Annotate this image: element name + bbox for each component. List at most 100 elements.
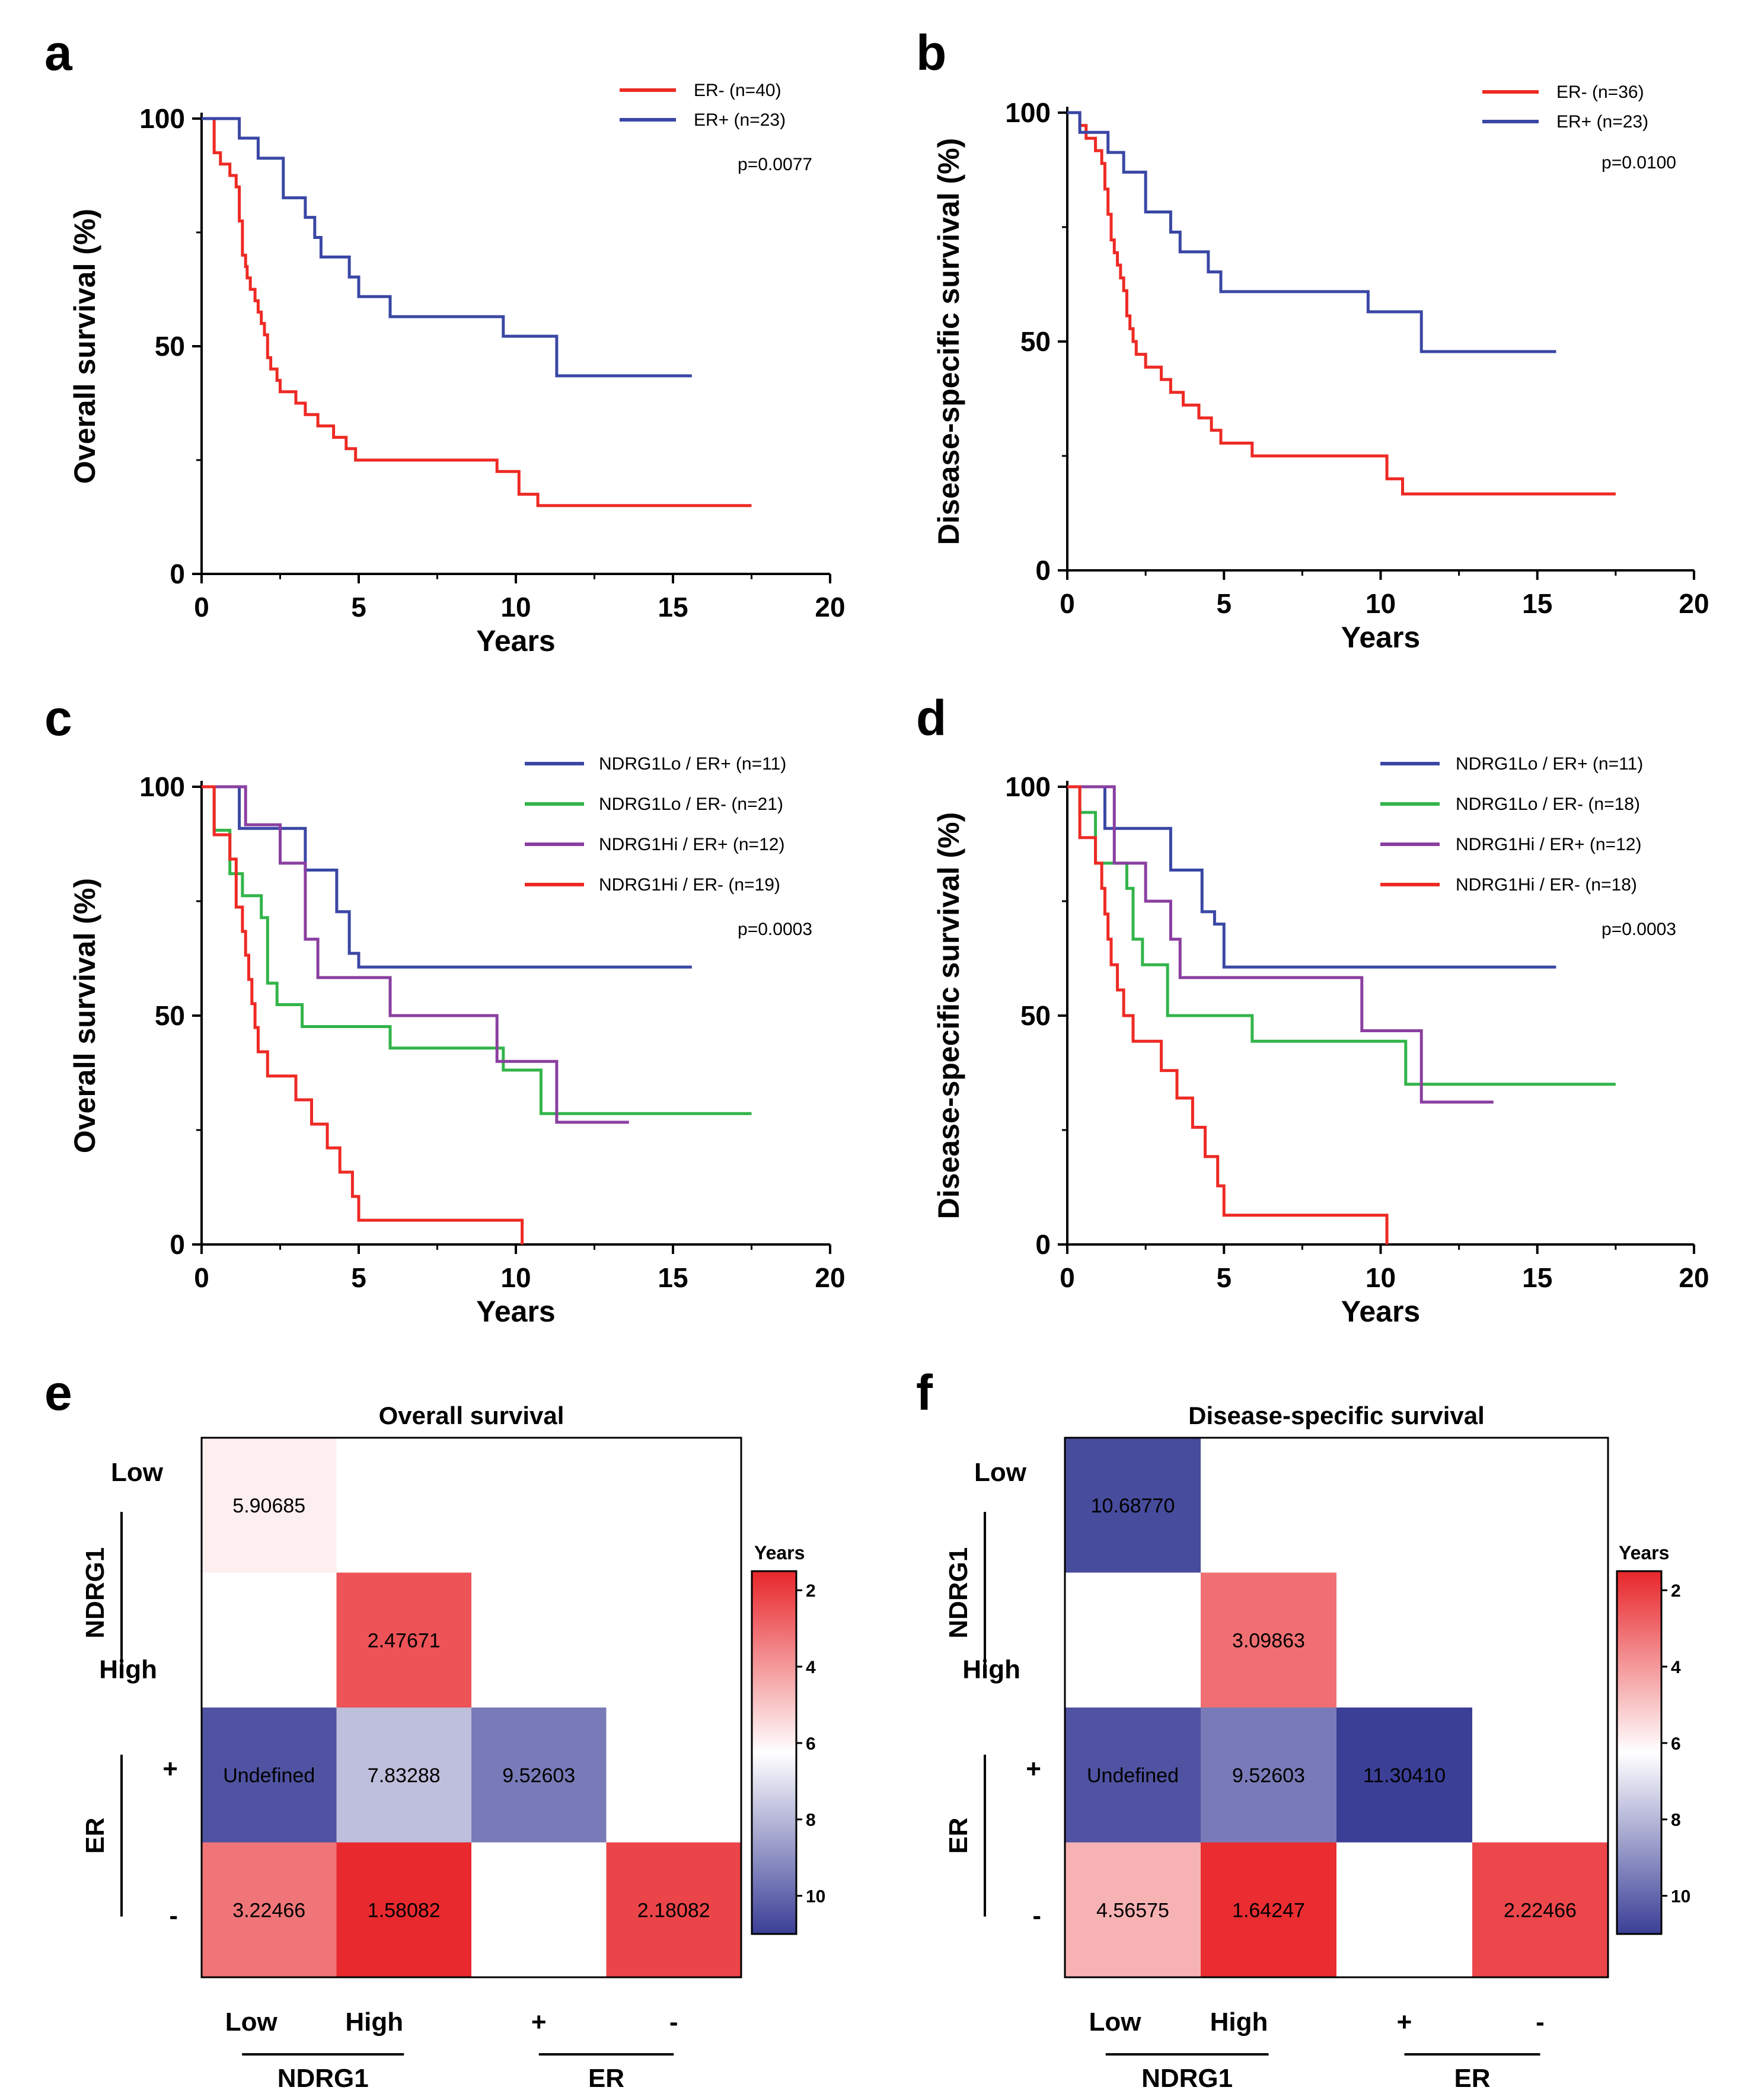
y-tick-label: 50 — [155, 331, 185, 362]
row-group-label: NDRG1 — [81, 1547, 110, 1639]
heatmap-cell-value: 1.64247 — [1232, 1899, 1305, 1922]
y-axis-label: Disease-specific survival (%) — [932, 812, 965, 1219]
colorbar — [1616, 1570, 1663, 1935]
x-tick-label: 5 — [1216, 588, 1232, 619]
row-label: Low — [974, 1458, 1027, 1487]
y-tick-label: 0 — [170, 558, 185, 589]
p-value: p=0.0003 — [1602, 920, 1676, 939]
km-curve-0 — [1067, 785, 1556, 969]
heatmap-cell — [1201, 1708, 1336, 1843]
x-axis-label: Years — [476, 1295, 555, 1328]
x-tick-label: 5 — [351, 1262, 366, 1293]
x-tick-label: 15 — [1522, 1262, 1552, 1293]
col-label: Low — [1089, 2008, 1142, 2037]
row-group-label: NDRG1 — [944, 1547, 973, 1639]
x-tick-label: 15 — [1522, 588, 1552, 619]
col-label: + — [531, 2008, 547, 2037]
heatmap-frame — [1064, 1437, 1609, 1978]
km-curve-2 — [202, 785, 629, 1124]
heatmap-cell — [471, 1708, 607, 1843]
colorbar-tick-label: 4 — [1671, 1658, 1681, 1677]
x-axis-label: Years — [476, 624, 555, 658]
y-tick-label: 0 — [1035, 1229, 1051, 1260]
col-group-label: NDRG1 — [277, 2064, 369, 2093]
heatmap-cell-value: 2.47671 — [368, 1629, 441, 1652]
heatmap-cell — [1336, 1708, 1472, 1843]
heatmap-cell-value: 10.68770 — [1091, 1495, 1175, 1517]
row-label: + — [1026, 1754, 1041, 1783]
legend-label: NDRG1Hi / ER+ (n=12) — [1456, 835, 1641, 854]
x-tick-label: 20 — [815, 592, 845, 623]
colorbar-tick-label: 2 — [806, 1581, 816, 1601]
p-value: p=0.0100 — [1602, 153, 1676, 173]
row-label: High — [99, 1655, 157, 1684]
heatmap-title: Overall survival — [379, 1402, 564, 1429]
heatmap-cell-value: Undefined — [223, 1764, 315, 1787]
row-label: High — [962, 1655, 1020, 1684]
heatmap-cell-value: 5.90685 — [232, 1495, 305, 1517]
km-curve-0 — [202, 785, 692, 969]
colorbar-tick-label: 10 — [1671, 1887, 1690, 1907]
heatmap-panel-e: e Overall survival 5.90685 2.47671 Undefined… — [44, 1365, 825, 2093]
y-axis-label: Disease-specific survival (%) — [932, 138, 965, 545]
heatmap-cell — [1472, 1842, 1608, 1977]
panel-letter: d — [916, 690, 946, 746]
heatmap-cell — [1065, 1842, 1201, 1977]
legend-label: ER- (n=36) — [1556, 82, 1644, 102]
heatmap-cell-value: 7.83288 — [368, 1764, 441, 1787]
y-tick-label: 50 — [1020, 1000, 1051, 1031]
row-label: - — [1032, 1901, 1041, 1930]
km-curve-0 — [1067, 111, 1616, 496]
x-tick-label: 5 — [351, 592, 366, 623]
p-value: p=0.0003 — [738, 920, 812, 939]
y-tick-label: 50 — [1020, 326, 1051, 357]
row-label: Low — [111, 1458, 164, 1487]
heatmap-cell — [336, 1708, 471, 1843]
heatmap-panel-f: f Disease-specific survival 10.68770 3.0986… — [916, 1365, 1690, 2093]
heatmap-cell — [202, 1842, 337, 1977]
km-panel-b: b 0 5 10 15 20 0 50 100 Years Disease-specific sur… — [916, 25, 1709, 654]
heatmap-cell-value: 2.18082 — [637, 1899, 710, 1922]
panel-letter: f — [916, 1365, 933, 1421]
x-tick-label: 0 — [1060, 588, 1075, 619]
y-tick-label: 100 — [139, 771, 185, 802]
row-group-label: ER — [944, 1818, 973, 1854]
legend-label: NDRG1Lo / ER+ (n=11) — [599, 754, 786, 774]
heatmap-cell — [1065, 1438, 1201, 1573]
x-tick-label: 15 — [658, 592, 688, 623]
row-group-label: ER — [81, 1818, 110, 1854]
heatmap-cell — [202, 1438, 337, 1573]
y-axis-label: Overall survival (%) — [68, 209, 101, 484]
col-label: High — [345, 2008, 403, 2037]
heatmap-cell-value: 3.22466 — [232, 1899, 305, 1922]
colorbar-tick-label: 6 — [806, 1734, 816, 1754]
y-tick-label: 0 — [1035, 555, 1051, 586]
x-tick-label: 0 — [194, 592, 209, 623]
legend-label: ER+ (n=23) — [694, 110, 786, 130]
heatmap-cell-value: Undefined — [1087, 1764, 1179, 1787]
x-tick-label: 0 — [194, 1262, 209, 1293]
legend-label: NDRG1Lo / ER- (n=21) — [599, 794, 783, 814]
heatmap-cell — [336, 1842, 471, 1977]
y-tick-label: 0 — [170, 1229, 185, 1260]
km-panel-a: a 0 5 10 15 20 0 50 100 Years Overall survival (%)… — [44, 25, 846, 658]
legend-label: ER- (n=40) — [694, 81, 781, 100]
row-label: - — [169, 1901, 178, 1930]
colorbar-tick-label: 2 — [1671, 1581, 1681, 1601]
panel-letter: a — [44, 25, 73, 81]
colorbar-tick-label: 10 — [806, 1887, 825, 1907]
heatmap-cell-value: 3.09863 — [1232, 1629, 1305, 1652]
col-group-label: ER — [1454, 2064, 1490, 2093]
colorbar-tick-label: 6 — [1671, 1734, 1681, 1754]
panel-letter: e — [44, 1365, 72, 1421]
x-tick-label: 20 — [1679, 1262, 1709, 1293]
colorbar-tick-label: 8 — [806, 1811, 816, 1830]
heatmap-cell-value: 2.22466 — [1504, 1899, 1577, 1922]
row-label: + — [162, 1754, 178, 1783]
legend-label: NDRG1Lo / ER+ (n=11) — [1456, 754, 1643, 774]
legend-label: NDRG1Hi / ER- (n=19) — [599, 875, 780, 895]
legend-label: ER+ (n=23) — [1556, 112, 1648, 132]
km-curve-1 — [202, 117, 692, 378]
col-label: - — [669, 2008, 678, 2037]
km-panel-d: d 0 5 10 15 20 0 50 100 Years Disease-specific sur… — [916, 690, 1709, 1328]
